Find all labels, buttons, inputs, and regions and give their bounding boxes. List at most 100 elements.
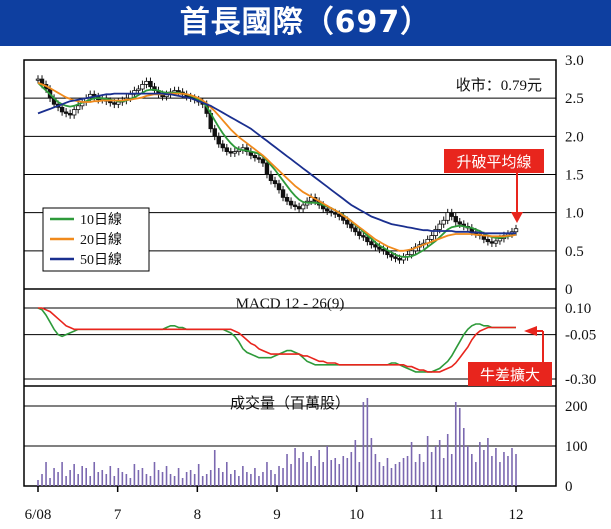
candle-body: [333, 212, 338, 215]
candle-body: [232, 151, 238, 154]
candle-body: [148, 80, 153, 88]
x-tick-label: 10: [349, 507, 364, 523]
candle-body: [67, 113, 73, 116]
candle-body: [252, 155, 258, 159]
price-tick-label: 2.5: [565, 91, 584, 107]
candle-body: [220, 143, 225, 149]
candle-body: [373, 244, 378, 248]
candle-body: [292, 204, 298, 207]
candle-body: [381, 248, 386, 252]
candle-body: [453, 216, 458, 223]
macd-tick-label: -0.30: [565, 372, 596, 388]
candle-body: [361, 235, 366, 238]
candle-body: [260, 158, 266, 164]
x-tick-label: 9: [273, 507, 281, 523]
breakout-arrow-head: [511, 212, 523, 223]
candle-body: [268, 174, 274, 182]
legend-label-50d: 50日線: [80, 252, 122, 268]
macd-tick-label: -0.05: [565, 328, 596, 344]
legend-label-20d: 20日線: [80, 232, 122, 248]
macd-arrow-head: [524, 326, 537, 336]
candle-body: [377, 246, 382, 250]
candle-body: [357, 231, 362, 236]
breakout-callout-text: 升破平均線: [456, 154, 531, 171]
candle-body: [337, 213, 342, 217]
candle-body: [513, 228, 519, 233]
candle-body: [280, 189, 286, 198]
candle-body: [445, 212, 450, 221]
candle-body: [71, 109, 77, 116]
candle-body: [284, 196, 290, 202]
breakout-callout: 升破平均線: [444, 149, 544, 223]
candle-body: [457, 221, 462, 225]
chart-title: 首長國際（697）: [179, 5, 432, 40]
candle-body: [75, 105, 81, 111]
candle-body: [485, 238, 491, 243]
x-tick-label: 11: [429, 507, 443, 523]
plot-frame: [23, 59, 557, 487]
candle-body: [397, 258, 402, 261]
legend-label-10d: 10日線: [80, 212, 122, 228]
candle-body: [497, 238, 503, 242]
candle-body: [393, 256, 398, 259]
price-tick-label: 0: [565, 282, 573, 298]
candle-body: [276, 183, 282, 191]
candle-body: [112, 102, 117, 105]
candle-body: [176, 90, 181, 93]
ma20-line: [37, 82, 517, 252]
candle-body: [433, 229, 438, 236]
candle-body: [325, 208, 330, 212]
x-tick-label: 8: [194, 507, 202, 523]
macd-callout-text: 牛差擴大: [480, 367, 540, 384]
candle-body: [212, 128, 217, 137]
legend: 10日線 20日線 50日線: [42, 207, 150, 272]
price-tick-label: 1.5: [565, 168, 584, 184]
volume-tick-label: 0: [565, 479, 573, 495]
macd-callout: 牛差擴大: [468, 326, 552, 386]
volume-tick-label: 200: [565, 399, 588, 415]
candle-body: [349, 223, 354, 229]
candle-body: [345, 219, 350, 225]
volume-title: 成交量（百萬股）: [230, 394, 350, 412]
price-tick-label: 0.5: [565, 244, 584, 260]
candle-body: [108, 100, 113, 104]
candle-body: [272, 180, 278, 185]
candle-body: [256, 157, 262, 160]
macd-tick-label: 0.10: [565, 301, 591, 317]
candle-body: [296, 206, 302, 210]
candle-body: [264, 162, 270, 175]
candle-body: [369, 241, 374, 246]
x-tick-label: 12: [509, 507, 524, 523]
candle-body: [449, 212, 454, 217]
candle-body: [409, 250, 414, 256]
close-price-label: 收市：0.79元: [456, 77, 542, 94]
price-tick-label: 1.0: [565, 206, 584, 222]
candle-body: [172, 90, 177, 93]
candle-body: [441, 219, 446, 225]
candle-body: [365, 236, 370, 243]
ma50-line: [37, 92, 516, 235]
candle-body: [437, 223, 442, 230]
price-tick-label: 2.0: [565, 129, 584, 145]
candle-body: [140, 84, 145, 90]
candle-body: [224, 147, 229, 152]
x-tick-label: 7: [114, 507, 122, 523]
candle-body: [329, 210, 334, 214]
macd-signal-line: [38, 307, 516, 373]
candle-body: [353, 227, 358, 233]
candle-body: [228, 151, 234, 154]
price-tick-label: 3.0: [565, 53, 584, 69]
candle-body: [288, 200, 294, 206]
candle-body: [35, 78, 41, 81]
candle-body: [429, 235, 434, 240]
x-tick-label: 6/08: [25, 507, 52, 523]
stock-chart: 3.0 2.5 2.0 1.5 1.0 0.5 0 0.10 -0.05 -0.30 200 10…: [0, 46, 611, 529]
candle-body: [144, 80, 149, 85]
candle-body: [116, 101, 121, 105]
candle-body: [300, 204, 306, 210]
candle-body: [493, 240, 499, 244]
candle-body: [389, 254, 394, 258]
macd-title: MACD 12 - 26(9): [236, 296, 345, 312]
candle-body: [136, 88, 141, 91]
candle-body: [63, 111, 69, 114]
